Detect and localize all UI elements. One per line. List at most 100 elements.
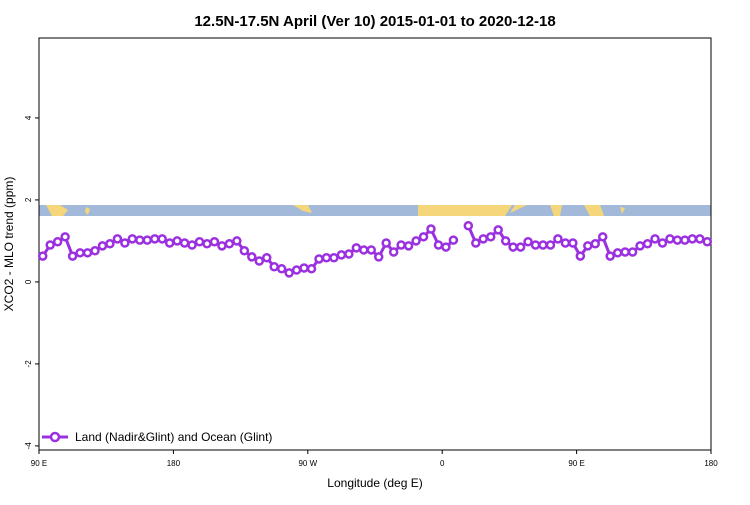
data-point xyxy=(463,221,474,231)
data-point xyxy=(149,234,160,244)
data-point xyxy=(269,262,279,272)
data-point xyxy=(135,235,145,245)
data-point xyxy=(336,250,347,260)
data-point xyxy=(568,238,578,248)
data-point xyxy=(575,251,586,261)
land-patch xyxy=(620,207,625,214)
x-tick-label: 90 W xyxy=(298,459,317,468)
legend: Land (Nadir&Glint) and Ocean (Glint) xyxy=(42,430,272,444)
data-point xyxy=(60,232,70,242)
data-point xyxy=(224,239,235,249)
legend-marker xyxy=(49,431,61,443)
data-point xyxy=(344,249,354,259)
data-point xyxy=(635,241,645,251)
data-point xyxy=(194,236,205,247)
land-patch xyxy=(510,205,527,213)
map-strip xyxy=(39,205,711,216)
data-point xyxy=(239,246,250,256)
data-point xyxy=(627,247,638,257)
data-point xyxy=(52,236,63,247)
data-point xyxy=(97,241,108,251)
data-point xyxy=(433,240,444,250)
land-patch xyxy=(46,205,68,216)
data-point xyxy=(478,234,489,244)
data-point xyxy=(672,235,683,245)
data-point xyxy=(127,234,138,244)
data-point xyxy=(471,238,481,248)
data-point xyxy=(321,252,332,263)
data-point xyxy=(67,251,78,261)
data-point xyxy=(209,236,220,247)
land-patch xyxy=(550,205,562,216)
land-patch xyxy=(85,207,90,215)
data-point xyxy=(441,242,451,252)
data-point xyxy=(261,252,272,263)
land-patch xyxy=(584,205,604,216)
x-tick-label: 90 E xyxy=(568,459,584,468)
data-point xyxy=(418,232,429,242)
y-axis-label: XCO2 - MLO trend (ppm) xyxy=(2,177,16,312)
data-point xyxy=(523,236,533,247)
data-point xyxy=(90,246,100,256)
data-point xyxy=(45,240,55,250)
data-point xyxy=(530,240,541,250)
data-point xyxy=(508,242,518,252)
data-point xyxy=(172,236,182,246)
data-point xyxy=(366,245,377,255)
data-point xyxy=(306,264,317,274)
data-point xyxy=(650,234,660,244)
y-tick-label: -2 xyxy=(24,360,33,368)
data-point xyxy=(642,239,653,249)
data-point xyxy=(202,239,212,249)
chart-title: 12.5N-17.5N April (Ver 10) 2015-01-01 to… xyxy=(194,13,555,30)
data-point xyxy=(217,241,227,251)
data-point xyxy=(314,254,324,264)
x-tick-label: 180 xyxy=(704,459,718,468)
data-point xyxy=(247,252,257,262)
data-point xyxy=(276,264,287,274)
data-point xyxy=(396,240,406,250)
data-point xyxy=(82,248,93,258)
data-point xyxy=(299,263,309,273)
y-tick-label: 4 xyxy=(24,115,33,120)
data-point xyxy=(538,240,548,250)
data-point xyxy=(411,236,421,246)
data-point xyxy=(351,243,362,253)
data-point xyxy=(665,234,675,244)
data-point xyxy=(612,248,623,258)
data-point xyxy=(702,236,713,247)
land-patch xyxy=(418,205,512,216)
data-point xyxy=(329,252,339,263)
data-point xyxy=(515,242,526,252)
x-tick-label: 180 xyxy=(167,459,181,468)
data-point xyxy=(620,247,630,257)
data-point xyxy=(605,251,615,261)
data-point xyxy=(359,245,369,255)
data-point xyxy=(388,247,399,257)
data-point xyxy=(657,238,668,248)
data-point xyxy=(75,248,85,258)
y-tick-label: 2 xyxy=(24,197,33,202)
data-point xyxy=(545,240,556,250)
data-point xyxy=(105,239,115,249)
data-point xyxy=(37,251,48,261)
data-point xyxy=(291,265,302,275)
data-point xyxy=(485,232,496,242)
y-tick-label: -4 xyxy=(24,442,33,450)
data-point xyxy=(284,268,294,278)
data-point xyxy=(493,225,503,235)
ocean-strip xyxy=(39,205,711,216)
data-point xyxy=(187,240,197,250)
data-point xyxy=(157,234,167,244)
data-point xyxy=(254,256,265,266)
data-point xyxy=(590,239,601,249)
data-point xyxy=(426,224,436,234)
data-point xyxy=(687,234,698,244)
data-point xyxy=(120,238,130,248)
land-patch xyxy=(293,205,312,213)
x-axis-label: Longitude (deg E) xyxy=(327,476,422,490)
data-point xyxy=(597,232,608,242)
x-tick-label: 0 xyxy=(440,459,445,468)
data-point xyxy=(112,234,123,244)
